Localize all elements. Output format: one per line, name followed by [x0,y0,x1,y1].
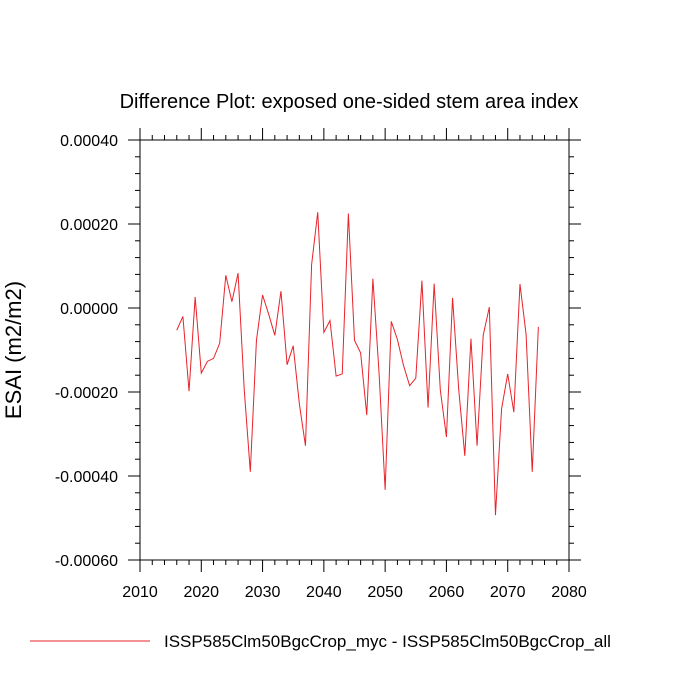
legend: ISSP585Clm50BgcCrop_myc - ISSP585Clm50Bg… [30,632,611,651]
y-tick-label: 0.00000 [60,301,118,318]
x-tick-label: 2070 [490,584,526,601]
y-tick-label: -0.00040 [55,469,118,486]
x-tick-label: 2050 [367,584,403,601]
y-axis-label: ESAI (m2/m2) [1,281,26,419]
legend-label: ISSP585Clm50BgcCrop_myc - ISSP585Clm50Bg… [164,632,611,651]
chart-title: Difference Plot: exposed one-sided stem … [120,91,579,113]
x-tick-label: 2040 [306,584,342,601]
y-tick-label: 0.00020 [60,217,118,234]
plot-frame [139,139,570,561]
y-tick-label: 0.00040 [60,133,118,150]
x-tick-label: 2010 [122,584,158,601]
series-group [176,212,539,516]
axis-ticks [128,128,581,572]
x-tick-label: 2060 [429,584,465,601]
y-tick-label: -0.00020 [55,385,118,402]
y-tick-label: -0.00060 [55,553,118,570]
x-tick-label: 2080 [551,584,587,601]
tick-labels: 2010 2020 2030 2040 2050 2060 2070 2080 -0.00060… [55,133,587,601]
x-tick-label: 2020 [183,584,219,601]
series-line [176,212,539,516]
x-tick-label: 2030 [245,584,281,601]
